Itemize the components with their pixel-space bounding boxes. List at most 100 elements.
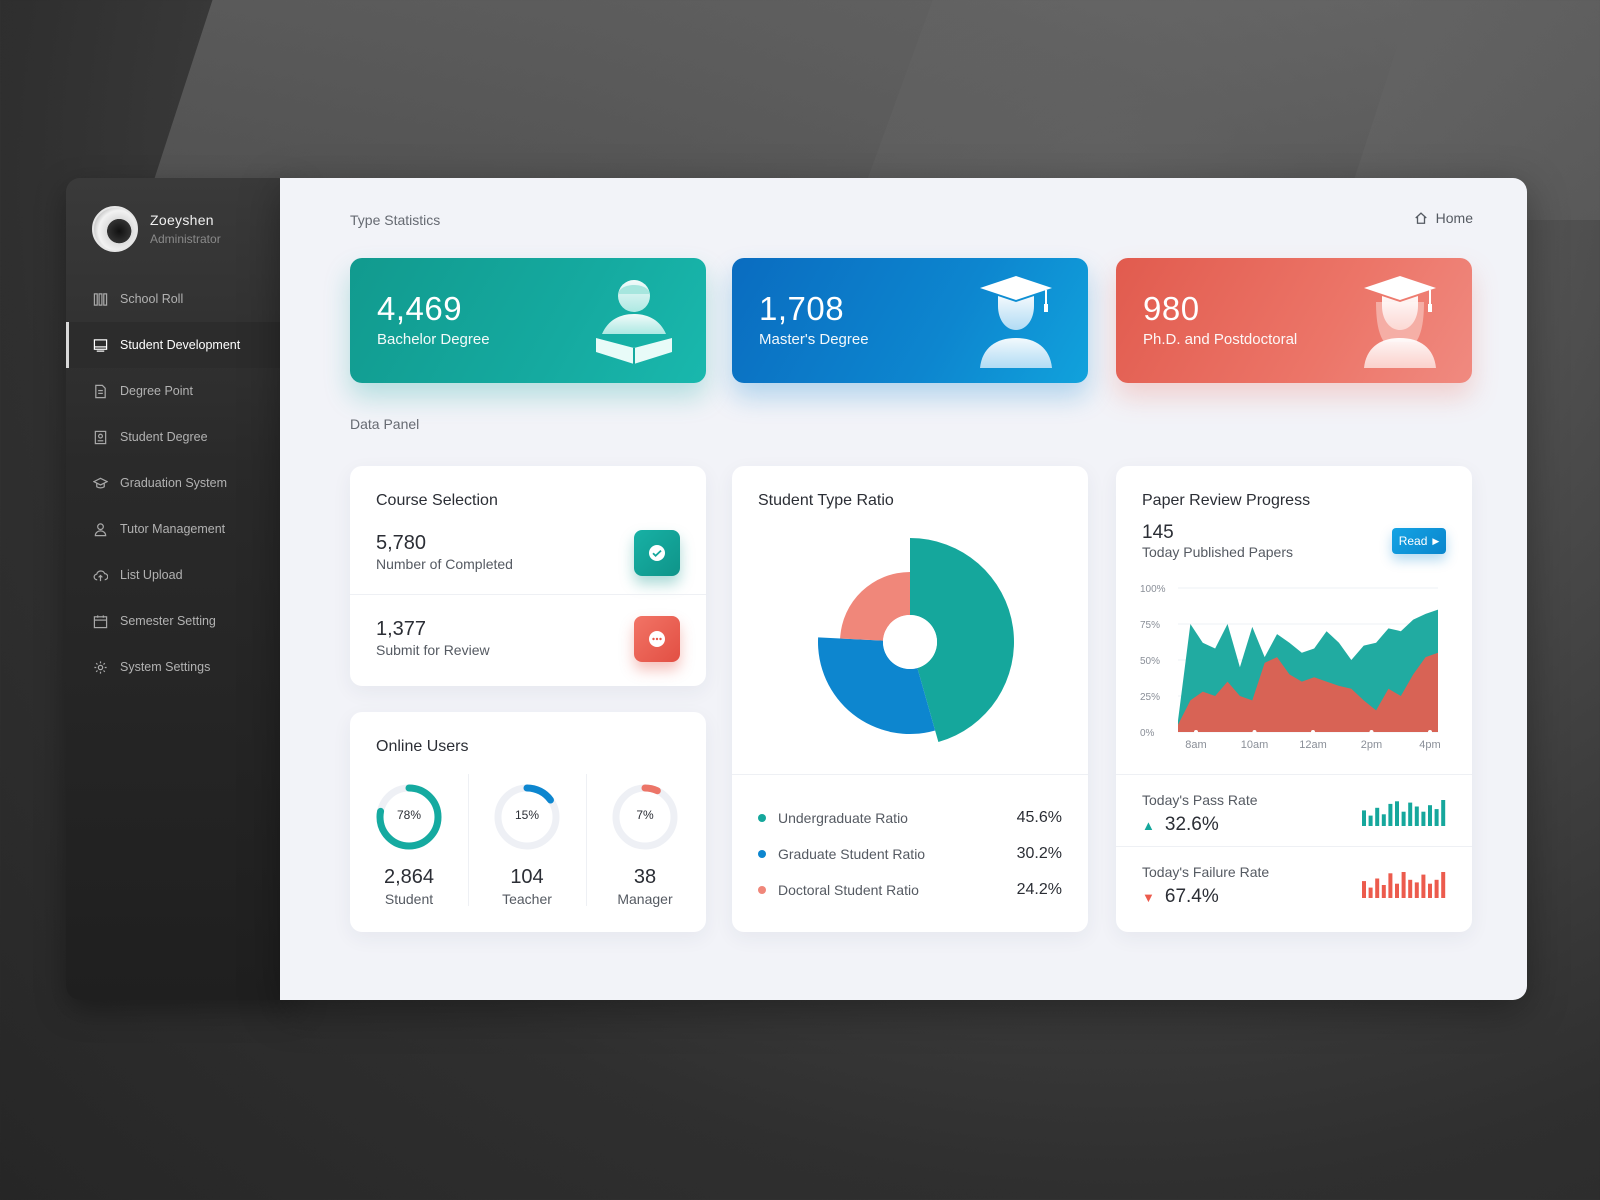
- online-users-manager: 7% 38 Manager: [586, 782, 704, 907]
- user-profile[interactable]: Zoeyshen Administrator: [92, 206, 221, 252]
- x-tick-label: 4pm: [1419, 739, 1440, 751]
- books-icon: [92, 291, 108, 307]
- failure-rate-label: Today's Failure Rate: [1142, 864, 1270, 880]
- mini-bar: [1381, 885, 1386, 898]
- divider: [1116, 774, 1472, 775]
- failure-rate-bar-chart: [1362, 872, 1446, 898]
- mini-bar: [1395, 801, 1399, 826]
- profile-role: Administrator: [150, 232, 221, 246]
- legend-item-graduate: Graduate Student Ratio 30.2%: [758, 844, 1062, 864]
- divider: [586, 774, 587, 906]
- student-type-pie-chart: [818, 538, 1014, 743]
- mini-bar: [1408, 879, 1413, 898]
- sidebar-item-semester-setting[interactable]: Semester Setting: [66, 598, 296, 644]
- stat-value: 1,708: [759, 290, 845, 327]
- gear-icon: [92, 659, 108, 675]
- card-title: Course Selection: [376, 492, 498, 509]
- legend-item-doctoral: Doctoral Student Ratio 24.2%: [758, 880, 1062, 900]
- student-type-ratio-card: Student Type Ratio Undergraduate Ratio 4…: [732, 466, 1088, 932]
- sidebar-item-list-upload[interactable]: List Upload: [66, 552, 296, 598]
- sidebar-item-degree-point[interactable]: Degree Point: [66, 368, 296, 414]
- section-title-type-statistics: Type Statistics: [350, 212, 441, 228]
- document-icon: [92, 383, 108, 399]
- mini-bar: [1414, 806, 1419, 826]
- sidebar-item-system-settings[interactable]: System Settings: [66, 644, 296, 690]
- mini-bar: [1428, 883, 1432, 898]
- sidebar-item-tutor-management[interactable]: Tutor Management: [66, 506, 296, 552]
- mini-bar: [1362, 881, 1366, 898]
- mini-bar: [1441, 800, 1446, 826]
- graduation-cap-icon: [92, 475, 108, 491]
- review-button[interactable]: [634, 616, 680, 662]
- mini-bar: [1421, 874, 1426, 898]
- paper-review-card: Paper Review Progress 145 Today Publishe…: [1116, 466, 1472, 932]
- check-icon: [649, 545, 665, 561]
- published-label: Today Published Papers: [1142, 544, 1293, 560]
- more-icon: [649, 631, 665, 647]
- mini-bar: [1408, 802, 1413, 826]
- progress-ring: 78%: [374, 782, 444, 852]
- triangle-down-icon: ▼: [1142, 889, 1155, 905]
- sidebar-item-student-degree[interactable]: Student Degree: [66, 414, 296, 460]
- x-tick-dot: [1369, 730, 1374, 734]
- read-button-label: Read: [1398, 534, 1428, 548]
- online-label: Teacher: [502, 891, 552, 907]
- online-label: Student: [384, 891, 434, 907]
- y-tick-label: 100%: [1140, 584, 1166, 595]
- stat-card-phd[interactable]: 980 Ph.D. and Postdoctoral: [1116, 258, 1472, 383]
- sidebar-item-label: System Settings: [120, 660, 211, 674]
- legend-value: 24.2%: [1016, 881, 1062, 898]
- online-users-teacher: 15% 104 Teacher: [468, 782, 586, 907]
- profile-name: Zoeyshen: [150, 212, 214, 228]
- ring-percent: 15%: [514, 808, 540, 822]
- mini-bar: [1401, 811, 1406, 826]
- mini-bar: [1441, 872, 1446, 898]
- review-label: Submit for Review: [376, 642, 490, 658]
- divider: [1116, 846, 1472, 847]
- monitor-icon: [92, 337, 108, 353]
- sidebar-item-student-development[interactable]: Student Development: [66, 322, 296, 368]
- legend-label: Undergraduate Ratio: [778, 810, 908, 826]
- sidebar-item-label: Student Degree: [120, 430, 208, 444]
- legend-dot: [758, 850, 766, 858]
- failure-rate: ▼ 67.4%: [1142, 886, 1219, 908]
- sidebar-item-label: Tutor Management: [120, 522, 226, 536]
- pie-slice-1: [818, 637, 936, 734]
- sidebar-item-school-roll[interactable]: School Roll: [66, 276, 296, 322]
- stat-card-master[interactable]: 1,708 Master's Degree: [732, 258, 1088, 383]
- mini-bar: [1401, 872, 1406, 898]
- card-title: Student Type Ratio: [758, 492, 894, 509]
- stat-card-bachelor[interactable]: 4,469 Bachelor Degree: [350, 258, 706, 383]
- mini-bar: [1428, 805, 1432, 826]
- area-series-1: [1178, 652, 1438, 732]
- list-item: 5,780 Number of Completed: [350, 506, 706, 594]
- read-button[interactable]: Read ▶: [1392, 528, 1446, 554]
- completed-button[interactable]: [634, 530, 680, 576]
- stat-value: 980: [1143, 290, 1200, 327]
- x-tick-label: 8am: [1185, 739, 1206, 751]
- divider: [350, 594, 706, 595]
- breadcrumb[interactable]: Home: [1414, 210, 1473, 226]
- mini-bar: [1434, 809, 1439, 826]
- completed-label: Number of Completed: [376, 556, 513, 572]
- stat-label: Ph.D. and Postdoctoral: [1143, 331, 1298, 348]
- stat-label: Bachelor Degree: [377, 331, 490, 348]
- failure-rate-value: 67.4%: [1164, 886, 1219, 907]
- sidebar-item-graduation-system[interactable]: Graduation System: [66, 460, 296, 506]
- pass-rate-block: Today's Pass Rate ▲ 32.6%: [1116, 774, 1472, 846]
- legend-value: 45.6%: [1016, 809, 1062, 826]
- mini-bar: [1381, 814, 1386, 826]
- sidebar-item-label: School Roll: [120, 292, 184, 306]
- section-title-data-panel: Data Panel: [350, 416, 420, 432]
- online-label: Manager: [617, 891, 673, 907]
- paper-review-area-chart: 100% 75% 50% 25% 0% 8am 10am 12am 2pm 4pm: [1140, 584, 1441, 751]
- breadcrumb-home: Home: [1435, 210, 1473, 226]
- y-tick-label: 25%: [1140, 692, 1160, 703]
- y-tick-label: 0%: [1140, 728, 1155, 739]
- pie-slice-2: [840, 572, 910, 641]
- online-users-card: Online Users 78% 2,864 Student 15% 104 T…: [350, 712, 706, 932]
- stat-label: Master's Degree: [759, 331, 869, 348]
- legend-label: Doctoral Student Ratio: [778, 882, 919, 898]
- legend-dot: [758, 814, 766, 822]
- mini-bar: [1375, 878, 1380, 898]
